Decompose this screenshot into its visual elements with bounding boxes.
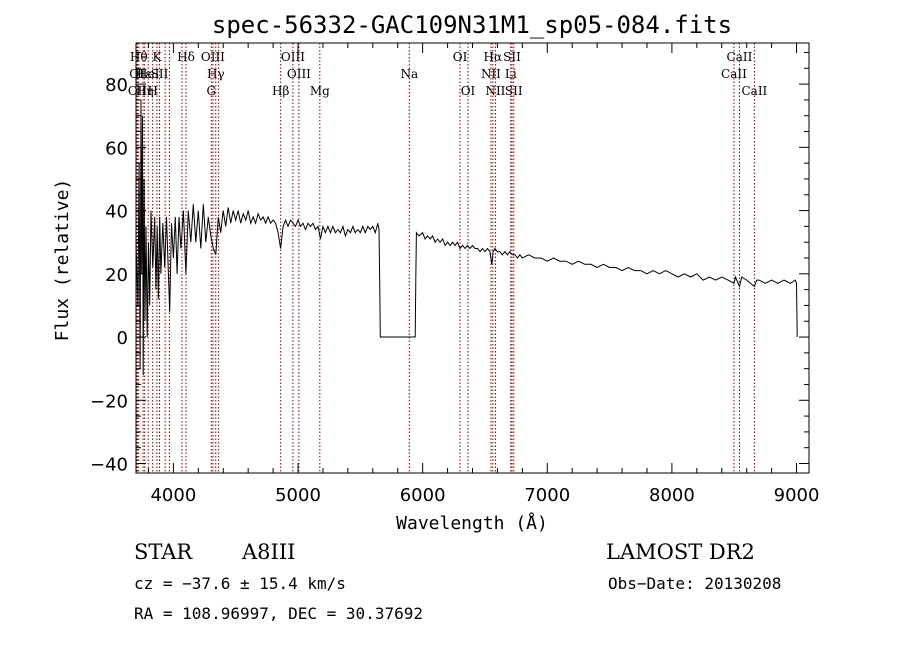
line-label-23: OI [461, 84, 476, 98]
x-tick-label-6000: 6000 [400, 485, 446, 506]
y-tick-label-0: 0 [117, 328, 128, 349]
redshift-readout: cz = −37.6 ± 15.4 km/s [134, 574, 346, 593]
plot-frame [135, 42, 810, 474]
emission-line-labels: OI OII Hθ Hε Hη HeI H K SII Hδ G OIII Hγ Hβ OIII OIII Mg… [128, 50, 768, 98]
line-label-27: Li [505, 67, 517, 81]
line-label-13: G [206, 84, 216, 98]
y-tick-labels: −40 −20 0 20 40 60 80 [90, 75, 128, 475]
line-label-3: Hε [135, 67, 152, 81]
chart-title: spec-56332-GAC109N31M1_sp05-084.fits [212, 11, 732, 39]
line-label-20: Mg [310, 84, 330, 98]
line-label-8: SII [151, 67, 169, 81]
line-label-2: Hθ [130, 50, 148, 64]
spectrum-series-line [135, 99, 798, 376]
line-label-31: CaII [727, 50, 753, 64]
obs-date: Obs−Date: 20130208 [608, 574, 781, 593]
line-label-22: OI [453, 50, 468, 64]
x-tick-label-9000: 9000 [774, 485, 820, 506]
line-label-24: NII [481, 67, 501, 81]
line-label-12: Hδ [177, 50, 195, 64]
line-label-1: OII [128, 84, 148, 98]
emission-line-markers [135, 43, 755, 473]
y-tick-label-60: 60 [105, 138, 128, 159]
line-label-6: H [147, 84, 157, 98]
coordinates: RA = 108.96997, DEC = 30.37692 [134, 604, 423, 623]
object-class: STAR [134, 540, 193, 564]
x-tick-label-7000: 7000 [524, 485, 570, 506]
y-tick-label--20: −20 [90, 391, 128, 412]
line-label-19: OIII [287, 67, 311, 81]
line-label-7: K [152, 50, 162, 64]
line-label-21: Na [400, 67, 418, 81]
line-label-32: CaII [741, 84, 767, 98]
x-tick-label-8000: 8000 [649, 485, 695, 506]
line-label-30: CaII [721, 67, 747, 81]
line-label-29: SII [505, 84, 523, 98]
y-tick-label-20: 20 [105, 265, 128, 286]
line-label-5: HeI [137, 67, 160, 81]
object-subclass: A8III [241, 540, 295, 564]
line-label-25: Hα [484, 50, 503, 64]
line-label-28: SII [503, 50, 521, 64]
survey-name: LAMOST DR2 [606, 540, 755, 564]
axis-ticks [136, 43, 809, 473]
x-tick-labels: 4000 5000 6000 7000 8000 9000 [150, 485, 819, 506]
line-label-0: OI [129, 67, 144, 81]
y-axis-label: Flux (relative) [52, 179, 73, 342]
x-tick-label-4000: 4000 [150, 485, 196, 506]
line-label-26: NII [485, 84, 505, 98]
line-label-15: Hγ [207, 67, 225, 81]
line-label-18: OIII [281, 50, 305, 64]
line-label-17: Hβ [272, 84, 289, 98]
y-tick-label--40: −40 [90, 455, 128, 476]
line-label-14: OIII [201, 50, 225, 64]
x-axis-label: Wavelength (Å) [396, 512, 548, 534]
line-label-4: Hη [136, 84, 154, 98]
y-tick-label-40: 40 [105, 202, 128, 223]
x-tick-label-5000: 5000 [275, 485, 321, 506]
y-tick-label-80: 80 [105, 75, 128, 96]
